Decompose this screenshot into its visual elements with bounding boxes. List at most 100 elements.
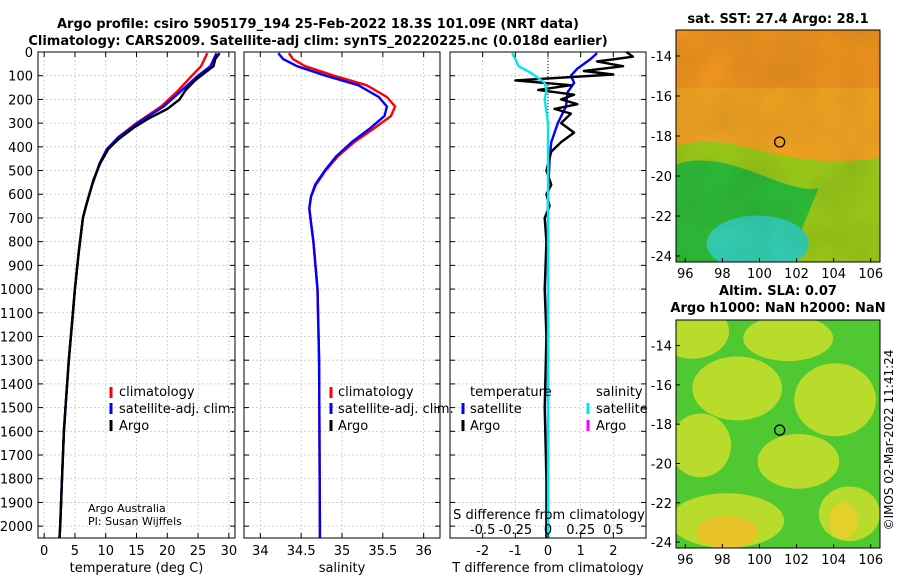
x-tick-label: 106 — [858, 267, 883, 282]
x-axis-label: temperature (deg C) — [70, 561, 204, 576]
salinity-panel — [243, 51, 441, 539]
y-tick-label: -20 — [651, 170, 672, 185]
argo-location-marker — [774, 136, 786, 148]
x2-tick-label: 0.5 — [603, 523, 624, 538]
series-line-argo — [58, 52, 221, 539]
annotation-argo-australia: Argo Australia — [88, 502, 166, 515]
x-tick-label: -2 — [476, 544, 489, 559]
sla-map-field — [676, 320, 880, 548]
temperature-legend: climatology satellite-adj. clim. Argo — [109, 385, 235, 434]
legend-label-climatology: climatology — [119, 385, 195, 400]
imos-credit: ©IMOS 02-Mar-2022 11:41:24 — [882, 350, 896, 531]
x-axis-label: T difference from climatology — [451, 561, 644, 576]
y-tick-label: -24 — [651, 250, 672, 265]
y-tick-label: 1400 — [0, 378, 33, 393]
y-tick-label: -14 — [651, 50, 672, 65]
legend-title-temperature: temperature — [470, 385, 552, 400]
argo-location-marker — [774, 424, 786, 436]
x-tick-label: 1 — [577, 544, 585, 559]
sla-high-anomaly — [676, 413, 732, 478]
y-tick-label: 900 — [8, 259, 33, 274]
sst-map-title: sat. SST: 27.4 Argo: 28.1 — [687, 12, 868, 27]
x-tick-label: 35 — [334, 544, 351, 559]
y-tick-label: 100 — [8, 70, 33, 85]
y-tick-label: -16 — [651, 379, 672, 394]
y-tick-label: 300 — [8, 117, 33, 132]
x-tick-label: 100 — [747, 267, 772, 282]
series-line-temperature-argo — [514, 51, 635, 538]
sla-high-anomaly — [757, 434, 840, 489]
series-line-satellite-adj-clim- — [277, 52, 389, 538]
y-tick-label: -20 — [651, 457, 672, 472]
sla-peak-anomaly — [696, 516, 758, 548]
y-tick-label: 0 — [25, 46, 33, 61]
y-tick-label: 700 — [8, 212, 33, 227]
x-tick-label: 2 — [609, 544, 617, 559]
sla-high-anomaly — [692, 356, 783, 421]
y-tick-label: 1000 — [0, 283, 33, 298]
legend-label-s-argo: Argo — [596, 419, 626, 434]
difference-legend-salinity: salinity satellite Argo — [586, 385, 648, 434]
x2-tick-label: -0.25 — [499, 523, 533, 538]
y-tick-label: 2000 — [0, 520, 33, 535]
legend-title-salinity: salinity — [596, 385, 643, 400]
legend-label-t-satellite: satellite — [470, 402, 522, 417]
y-tick-label: -22 — [651, 497, 672, 512]
y-tick-label: 1100 — [0, 307, 33, 322]
s-difference-axis-label: S difference from climatology — [453, 508, 645, 523]
legend-label-s-satellite: satellite — [596, 402, 648, 417]
x-tick-label: 100 — [747, 553, 772, 568]
x-tick-label: 34 — [252, 544, 269, 559]
y-tick-label: -18 — [651, 418, 672, 433]
y-tick-label: 500 — [8, 165, 33, 180]
legend-label-argo: Argo — [338, 419, 368, 434]
x-tick-label: -1 — [509, 544, 522, 559]
sst-texture — [676, 30, 880, 262]
x-tick-label: 106 — [858, 553, 883, 568]
x-tick-label: 96 — [677, 553, 694, 568]
y-tick-label: 200 — [8, 93, 33, 108]
x-tick-label: 30 — [221, 544, 238, 559]
y-tick-label: -18 — [651, 130, 672, 145]
legend-label-satellite: satellite-adj. clim. — [338, 402, 454, 417]
sla-high-anomaly — [747, 329, 789, 357]
series-line-salinity-satellite — [511, 52, 550, 538]
y-tick-label: 400 — [8, 141, 33, 156]
y-tick-label: 1500 — [0, 402, 33, 417]
difference-legend-temperature: temperature satellite Argo — [461, 385, 552, 434]
y-tick-label: 1900 — [0, 496, 33, 511]
x-tick-label: 34.5 — [287, 544, 316, 559]
legend-label-argo: Argo — [119, 419, 149, 434]
legend-label-satellite: satellite-adj. clim. — [119, 402, 235, 417]
sst-map-field — [676, 30, 880, 262]
x-tick-label: 20 — [159, 544, 176, 559]
x-tick-label: 15 — [128, 544, 145, 559]
y-tick-label: 1700 — [0, 449, 33, 464]
y-tick-label: 800 — [8, 236, 33, 251]
header-line-1: Argo profile: csiro 5905179_194 25-Feb-2… — [57, 17, 579, 32]
temperature-panel — [37, 51, 236, 539]
y-tick-label: -16 — [651, 90, 672, 105]
x-tick-label: 104 — [821, 553, 846, 568]
sla-high-anomaly — [676, 320, 730, 359]
map-frame — [675, 319, 881, 549]
header-line-2: Climatology: CARS2009. Satellite-adj cli… — [28, 34, 607, 49]
y-tick-label: -22 — [651, 210, 672, 225]
x-tick-label: 102 — [784, 267, 809, 282]
y-tick-label: 1200 — [0, 330, 33, 345]
x2-tick-label: -0.5 — [470, 523, 495, 538]
x-tick-label: 102 — [784, 553, 809, 568]
x-tick-label: 0 — [40, 544, 48, 559]
sst-map — [675, 29, 881, 263]
x-tick-label: 10 — [97, 544, 114, 559]
legend-label-t-argo: Argo — [470, 419, 500, 434]
sla-peak-anomaly — [829, 502, 858, 539]
x2-tick-label: 0.25 — [566, 523, 595, 538]
x-tick-label: 25 — [190, 544, 207, 559]
x-tick-label: 98 — [714, 267, 731, 282]
series-line-temperature-satellite — [546, 52, 598, 538]
x-tick-label: 5 — [71, 544, 79, 559]
x-tick-label: 35.5 — [368, 544, 397, 559]
x-tick-label: 98 — [714, 553, 731, 568]
sla-high-anomaly — [794, 363, 876, 437]
